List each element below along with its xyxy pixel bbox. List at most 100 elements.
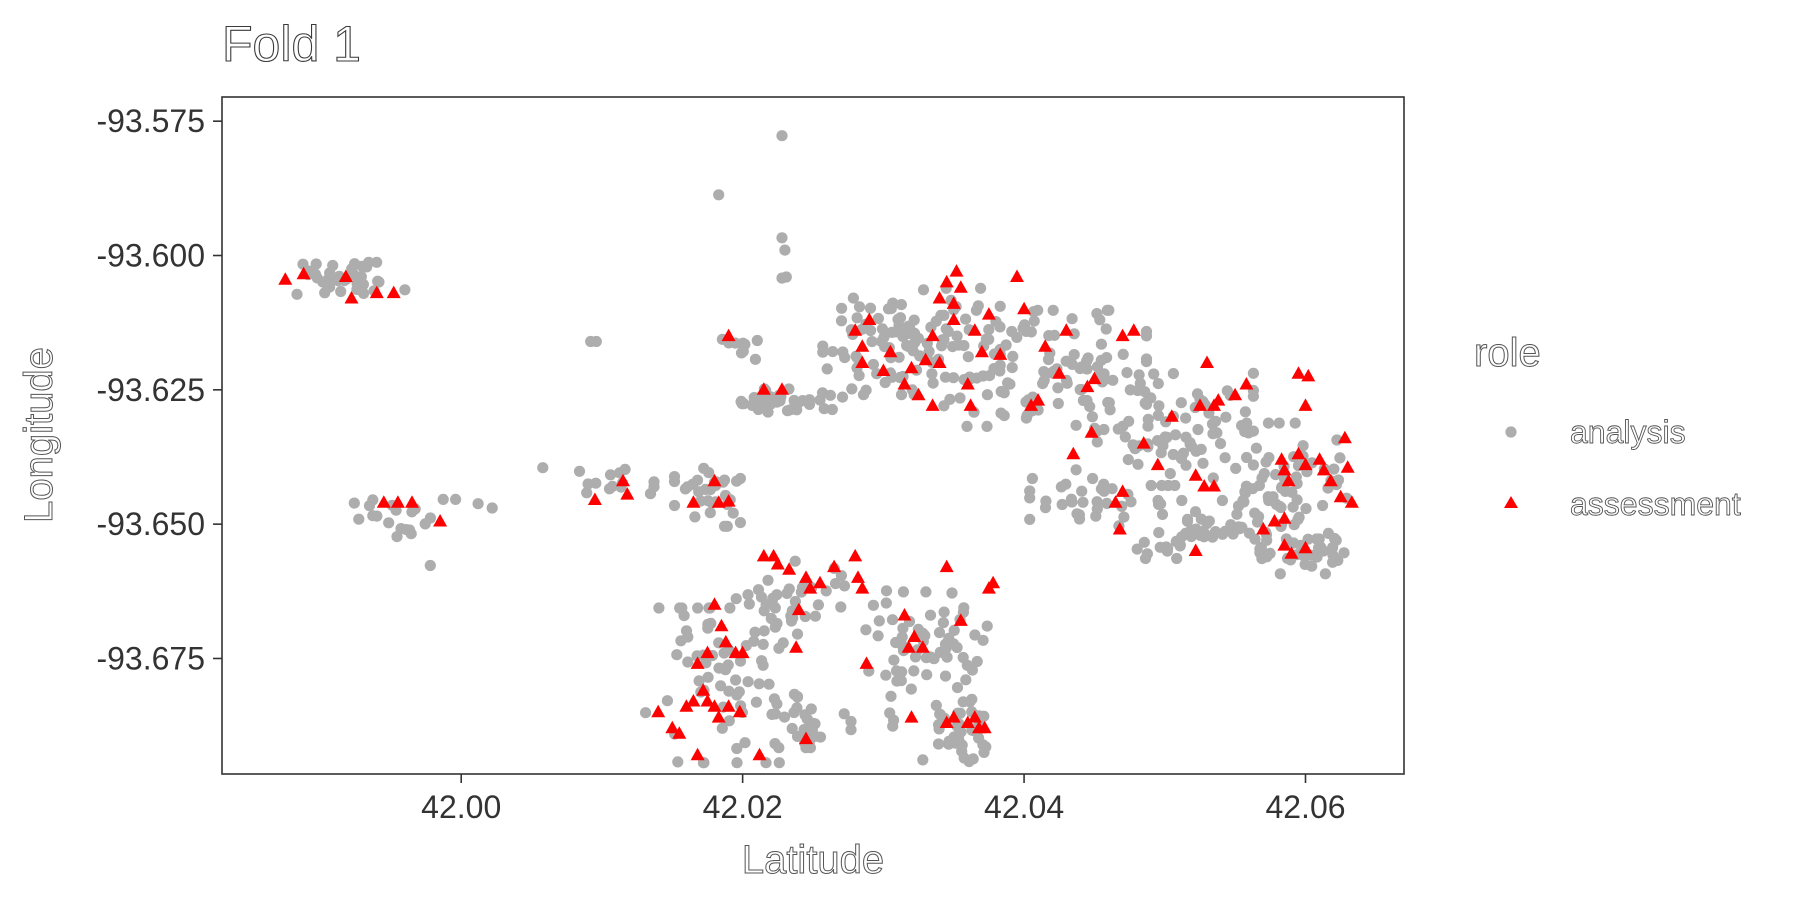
assessment-point <box>620 487 635 500</box>
analysis-point <box>1249 507 1261 519</box>
analysis-point <box>1112 423 1124 435</box>
analysis-point <box>1052 397 1064 410</box>
analysis-point <box>817 346 829 358</box>
analysis-point <box>1230 462 1242 474</box>
assessment-point <box>405 495 419 508</box>
analysis-point <box>1164 468 1176 480</box>
analysis-point <box>934 708 946 720</box>
assessment-point <box>827 559 842 573</box>
analysis-point <box>1334 452 1346 464</box>
analysis-point <box>1185 530 1197 543</box>
assessment-point <box>1340 460 1355 473</box>
analysis-point <box>1322 527 1334 540</box>
assessment-point <box>855 581 870 594</box>
analysis-point <box>1171 552 1183 565</box>
assessment-point <box>993 347 1008 360</box>
analysis-point <box>926 368 938 380</box>
y-axis: -93.575 -93.600 -93.625 -93.650 -93.675 <box>96 103 222 676</box>
analysis-point <box>1026 472 1038 485</box>
analysis-point <box>829 578 842 590</box>
analysis-point <box>995 385 1007 398</box>
analysis-point <box>1095 338 1107 350</box>
analysis-point <box>1241 417 1253 429</box>
analysis-point <box>1098 423 1110 436</box>
analysis-point <box>875 336 888 348</box>
analysis-point <box>750 696 763 708</box>
assessment-point <box>1333 489 1348 503</box>
analysis-point <box>994 300 1006 312</box>
assessment-point <box>904 360 919 374</box>
analysis-point <box>927 377 939 389</box>
analysis-point <box>951 330 963 342</box>
assessment-point <box>700 645 715 659</box>
analysis-point <box>640 707 652 719</box>
analysis-point <box>1084 401 1096 413</box>
analysis-point <box>838 708 850 720</box>
assessment-point <box>686 694 701 707</box>
analysis-point <box>537 462 549 474</box>
assessment-point <box>939 559 954 573</box>
analysis-point <box>751 334 763 347</box>
analysis-point <box>880 669 892 681</box>
analysis-point <box>756 655 768 667</box>
analysis-point <box>1231 508 1243 520</box>
assessment-point <box>1115 328 1130 342</box>
analysis-point <box>1007 350 1019 362</box>
analysis-point <box>778 711 791 723</box>
assessment-point <box>1211 393 1226 406</box>
analysis-point <box>917 754 929 766</box>
analysis-point <box>348 497 360 509</box>
assessment-point <box>707 597 722 610</box>
assessment-point <box>651 704 666 718</box>
legend-analysis-label: analysis <box>1570 414 1686 450</box>
assessment-point <box>1052 366 1067 379</box>
analysis-point <box>930 315 942 327</box>
assessment-point <box>1084 425 1099 438</box>
analysis-point <box>1209 526 1222 538</box>
analysis-point <box>905 683 917 695</box>
assessment-point <box>918 352 933 366</box>
analysis-point <box>755 591 768 603</box>
assessment-point <box>278 272 293 285</box>
analysis-point <box>1287 537 1300 549</box>
analysis-point <box>867 358 880 371</box>
assessment-point <box>770 557 785 570</box>
analysis-point <box>718 520 731 532</box>
analysis-point <box>716 722 728 734</box>
analysis-point <box>1292 514 1304 526</box>
analysis-point <box>736 398 748 410</box>
analysis-point <box>437 493 449 505</box>
assessment-point <box>752 747 767 761</box>
analysis-point <box>786 722 798 735</box>
analysis-point <box>897 622 909 634</box>
analysis-point <box>1098 368 1110 380</box>
analysis-point <box>1317 499 1329 512</box>
assessment-point <box>1277 511 1292 524</box>
assessment-point <box>1291 366 1306 379</box>
analysis-point <box>752 403 765 416</box>
analysis-point <box>1056 498 1068 511</box>
analysis-point <box>814 394 826 406</box>
assessment-point <box>1188 468 1203 481</box>
analysis-point <box>1006 325 1018 338</box>
assessment-point <box>981 307 996 320</box>
analysis-point <box>1289 417 1301 429</box>
assessment-point <box>1164 409 1179 422</box>
assessment-point <box>953 280 968 293</box>
plot-panel <box>221 96 1405 775</box>
analysis-point <box>821 363 833 375</box>
analysis-point <box>944 393 956 405</box>
analysis-point <box>938 606 950 618</box>
analysis-point <box>1153 498 1165 510</box>
analysis-point <box>1124 384 1136 396</box>
analysis-point <box>845 715 857 728</box>
analysis-point <box>835 601 847 613</box>
analysis-point <box>1047 304 1059 316</box>
y-tick-label: -93.575 <box>96 103 205 139</box>
analysis-point <box>1118 511 1130 523</box>
assessment-point <box>901 640 916 653</box>
assessment-point <box>1038 339 1053 352</box>
analysis-point <box>1291 494 1303 506</box>
assessment-point <box>344 291 359 304</box>
analysis-point <box>826 403 838 416</box>
